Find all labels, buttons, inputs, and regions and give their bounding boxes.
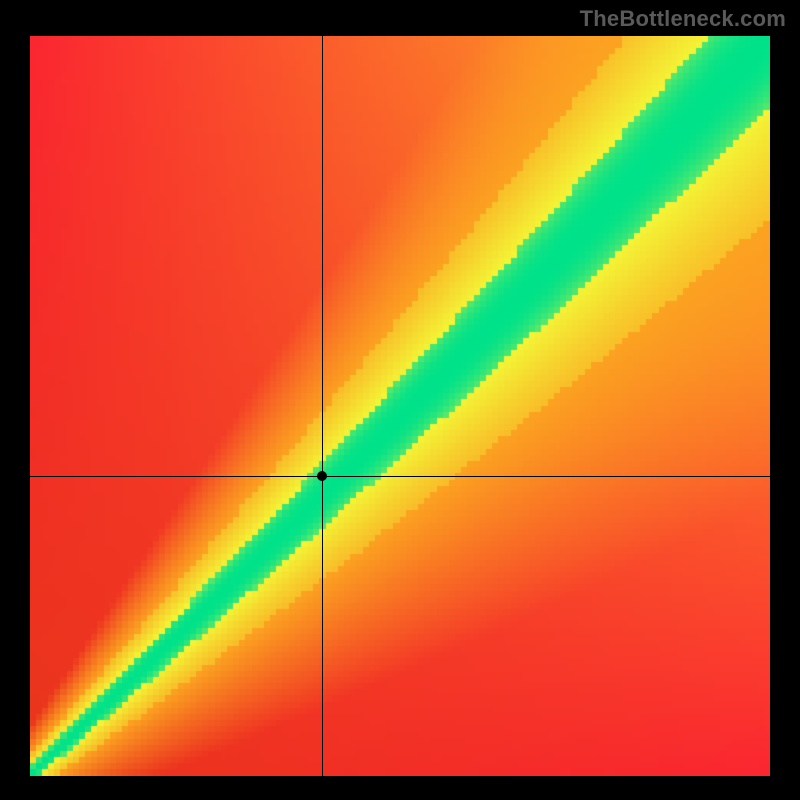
crosshair-horizontal [30,476,770,477]
marker-dot [317,471,327,481]
heatmap-canvas [30,36,770,776]
heatmap-plot [30,36,770,776]
chart-container: TheBottleneck.com [0,0,800,800]
watermark-text: TheBottleneck.com [580,6,786,32]
crosshair-vertical [322,36,323,776]
